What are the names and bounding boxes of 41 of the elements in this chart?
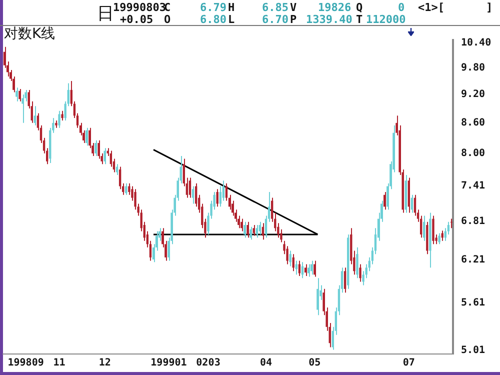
text: ] bbox=[486, 1, 493, 14]
text: O bbox=[164, 13, 171, 26]
text: P bbox=[290, 13, 297, 26]
x-tick-label: 199809 bbox=[8, 358, 44, 369]
y-tick-label: 8.00 bbox=[461, 148, 486, 159]
x-tick-label: 07 bbox=[402, 358, 415, 369]
x-tick-label: 199901 bbox=[150, 358, 187, 369]
x-tick-label: 02 bbox=[196, 358, 208, 369]
y-tick-label: 5.01 bbox=[461, 345, 486, 356]
x-tick-label: 05 bbox=[308, 358, 321, 369]
text: Q bbox=[356, 1, 363, 14]
text: 6.79 bbox=[200, 1, 226, 14]
y-tick-label: 10.40 bbox=[461, 37, 492, 48]
y-tick-label: 9.20 bbox=[461, 89, 486, 100]
text: 19990803 bbox=[113, 1, 166, 14]
y-tick-label: 8.60 bbox=[461, 118, 486, 129]
x-tick-label: 03 bbox=[208, 358, 220, 369]
text: V bbox=[290, 1, 297, 14]
x-tick-label: 11 bbox=[53, 358, 66, 369]
y-tick-label: 5.61 bbox=[461, 298, 486, 309]
x-tick-label: 12 bbox=[98, 358, 111, 369]
text: T bbox=[356, 13, 363, 26]
text: 6.70 bbox=[262, 13, 288, 26]
text: <1>[ bbox=[418, 1, 444, 14]
y-tick-label: 9.80 bbox=[461, 62, 486, 74]
text: L bbox=[228, 13, 235, 26]
y-tick-label: 6.21 bbox=[461, 254, 486, 266]
text: 112000 bbox=[366, 13, 406, 26]
annotation: 对数K线 bbox=[4, 26, 56, 42]
text: 6.80 bbox=[200, 13, 226, 26]
y-tick-label: 6.81 bbox=[461, 216, 486, 227]
text: +0.05 bbox=[120, 13, 154, 26]
text: 19826 bbox=[318, 1, 352, 14]
x-tick-label: 04 bbox=[260, 358, 272, 369]
text: C bbox=[164, 1, 171, 14]
text: 6.85 bbox=[262, 1, 288, 14]
text: 1339.40 bbox=[306, 13, 352, 26]
text: 日 bbox=[97, 4, 114, 24]
y-tick-label: 7.41 bbox=[461, 180, 486, 192]
text: 0 bbox=[398, 1, 405, 14]
text: H bbox=[228, 1, 235, 14]
